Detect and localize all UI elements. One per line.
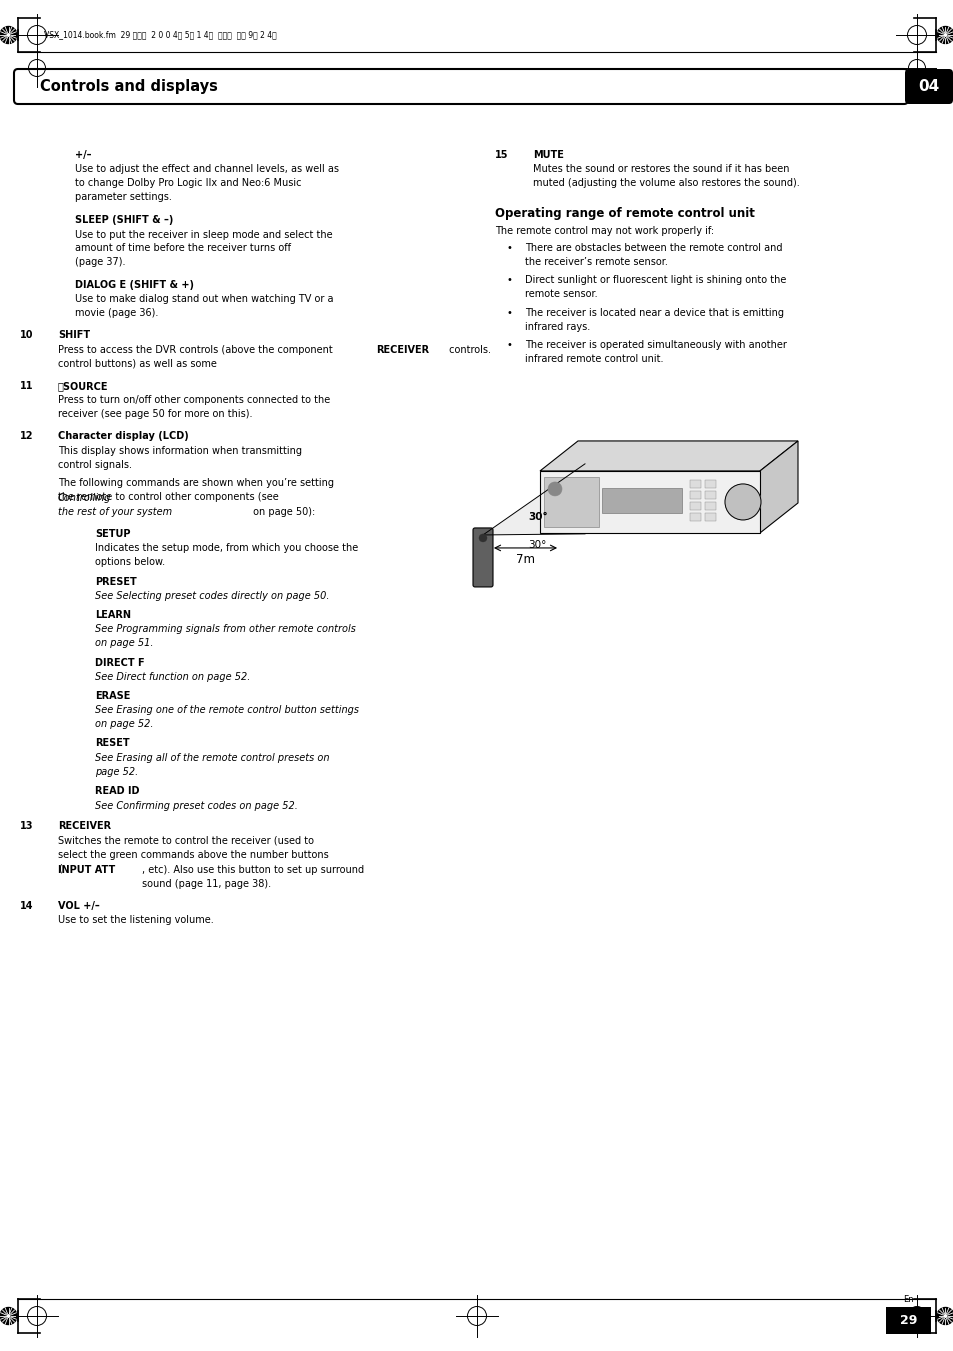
Circle shape	[936, 27, 953, 43]
Text: DIALOG E (SHIFT & +): DIALOG E (SHIFT & +)	[75, 280, 193, 290]
FancyBboxPatch shape	[14, 69, 907, 104]
Text: Switches the remote to control the receiver (used to
select the green commands a: Switches the remote to control the recei…	[58, 836, 329, 873]
FancyBboxPatch shape	[473, 528, 493, 586]
Text: There are obstacles between the remote control and
the receiver’s remote sensor.: There are obstacles between the remote c…	[524, 243, 781, 266]
Text: 11: 11	[20, 381, 33, 390]
Text: 7m: 7m	[516, 553, 535, 566]
Text: Use to set the listening volume.: Use to set the listening volume.	[58, 916, 213, 925]
Text: 15: 15	[495, 150, 508, 159]
Text: Operating range of remote control unit: Operating range of remote control unit	[495, 208, 754, 220]
Text: VOL +/–: VOL +/–	[58, 901, 100, 911]
Text: •: •	[506, 276, 513, 285]
Text: The receiver is operated simultaneously with another
infrared remote control uni: The receiver is operated simultaneously …	[524, 340, 786, 363]
Text: INPUT ATT: INPUT ATT	[58, 865, 115, 875]
Text: SHIFT: SHIFT	[58, 331, 90, 340]
Text: See Confirming preset codes on page 52.: See Confirming preset codes on page 52.	[95, 801, 297, 811]
Text: ⏻SOURCE: ⏻SOURCE	[58, 381, 109, 390]
Text: This display shows information when transmitting
control signals.: This display shows information when tran…	[58, 446, 302, 470]
Circle shape	[8, 1315, 10, 1317]
Bar	[539, 471, 760, 532]
Text: •: •	[506, 340, 513, 350]
Text: Press to turn on/off other components connected to the
receiver (see page 50 for: Press to turn on/off other components co…	[58, 396, 330, 419]
Polygon shape	[760, 440, 797, 532]
Circle shape	[936, 1308, 953, 1324]
Text: En: En	[902, 1296, 913, 1304]
Text: SLEEP (SHIFT & –): SLEEP (SHIFT & –)	[75, 215, 173, 226]
Bar	[689, 503, 700, 509]
Text: •: •	[506, 243, 513, 253]
Text: Use to make dialog stand out when watching TV or a
movie (page 36).: Use to make dialog stand out when watchi…	[75, 295, 334, 317]
Text: Use to adjust the effect and channel levels, as well as
to change Dolby Pro Logi: Use to adjust the effect and channel lev…	[75, 165, 338, 201]
Text: 10: 10	[20, 331, 33, 340]
Text: 30°: 30°	[527, 512, 547, 521]
Text: 04: 04	[918, 78, 939, 95]
Text: The remote control may not work properly if:: The remote control may not work properly…	[495, 227, 714, 236]
Text: RESET: RESET	[95, 739, 130, 748]
Text: See Direct function on page 52.: See Direct function on page 52.	[95, 671, 250, 682]
Text: See Programming signals from other remote controls
on page 51.: See Programming signals from other remot…	[95, 624, 355, 648]
Bar	[704, 480, 716, 488]
Bar	[689, 480, 700, 488]
Text: on page 50):: on page 50):	[250, 508, 314, 517]
Bar	[704, 490, 716, 499]
Text: , etc). Also use this button to set up surround
sound (page 11, page 38).: , etc). Also use this button to set up s…	[142, 865, 364, 889]
Bar	[689, 490, 700, 499]
Text: 12: 12	[20, 431, 33, 442]
Text: RECEIVER: RECEIVER	[375, 345, 429, 355]
Circle shape	[0, 1308, 17, 1324]
Circle shape	[0, 27, 17, 43]
Text: Controlling: Controlling	[58, 493, 112, 503]
Text: Mutes the sound or restores the sound if it has been
muted (adjusting the volume: Mutes the sound or restores the sound if…	[533, 165, 799, 188]
Text: 29: 29	[899, 1315, 916, 1327]
Text: See Selecting preset codes directly on page 50.: See Selecting preset codes directly on p…	[95, 592, 329, 601]
Circle shape	[724, 484, 760, 520]
Text: 30°: 30°	[527, 540, 546, 550]
Circle shape	[547, 482, 561, 496]
Circle shape	[943, 34, 945, 36]
Text: READ ID: READ ID	[95, 786, 139, 796]
Text: See Erasing all of the remote control presets on
page 52.: See Erasing all of the remote control pr…	[95, 753, 329, 777]
Text: LEARN: LEARN	[95, 609, 131, 620]
Bar	[704, 513, 716, 521]
Text: The following commands are shown when you’re setting
the remote to control other: The following commands are shown when yo…	[58, 478, 334, 503]
Circle shape	[943, 1315, 945, 1317]
Text: See Erasing one of the remote control button settings
on page 52.: See Erasing one of the remote control bu…	[95, 705, 358, 730]
Text: Indicates the setup mode, from which you choose the
options below.: Indicates the setup mode, from which you…	[95, 543, 358, 567]
Text: DIRECT F: DIRECT F	[95, 658, 145, 667]
Text: 13: 13	[20, 821, 33, 831]
FancyBboxPatch shape	[904, 69, 952, 104]
Bar	[885, 1306, 930, 1333]
Text: Use to put the receiver in sleep mode and select the
amount of time before the r: Use to put the receiver in sleep mode an…	[75, 230, 333, 266]
Polygon shape	[539, 440, 797, 471]
Text: •: •	[506, 308, 513, 317]
Bar	[543, 477, 598, 527]
Text: RECEIVER: RECEIVER	[58, 821, 111, 831]
Bar	[601, 488, 681, 513]
Bar	[704, 503, 716, 509]
Text: Controls and displays: Controls and displays	[40, 78, 217, 95]
Text: the rest of your system: the rest of your system	[58, 508, 172, 517]
Text: Press to access the DVR controls (above the component
control buttons) as well a: Press to access the DVR controls (above …	[58, 345, 333, 369]
Circle shape	[478, 534, 486, 542]
Text: PRESET: PRESET	[95, 577, 136, 586]
Bar	[689, 513, 700, 521]
Text: 14: 14	[20, 901, 33, 911]
Text: VSX_1014.book.fm  29 ページ  2 0 0 4年 5月 1 4日  金曜日  午前 9時 2 4分: VSX_1014.book.fm 29 ページ 2 0 0 4年 5月 1 4日…	[44, 31, 276, 39]
Text: SETUP: SETUP	[95, 530, 131, 539]
Text: MUTE: MUTE	[533, 150, 563, 159]
Text: controls.: controls.	[446, 345, 491, 355]
Text: ERASE: ERASE	[95, 690, 131, 701]
Polygon shape	[482, 463, 584, 535]
Text: Direct sunlight or fluorescent light is shining onto the
remote sensor.: Direct sunlight or fluorescent light is …	[524, 276, 785, 299]
Circle shape	[8, 34, 10, 36]
Text: The receiver is located near a device that is emitting
infrared rays.: The receiver is located near a device th…	[524, 308, 783, 331]
Text: Character display (LCD): Character display (LCD)	[58, 431, 189, 442]
Text: +/–: +/–	[75, 150, 91, 159]
